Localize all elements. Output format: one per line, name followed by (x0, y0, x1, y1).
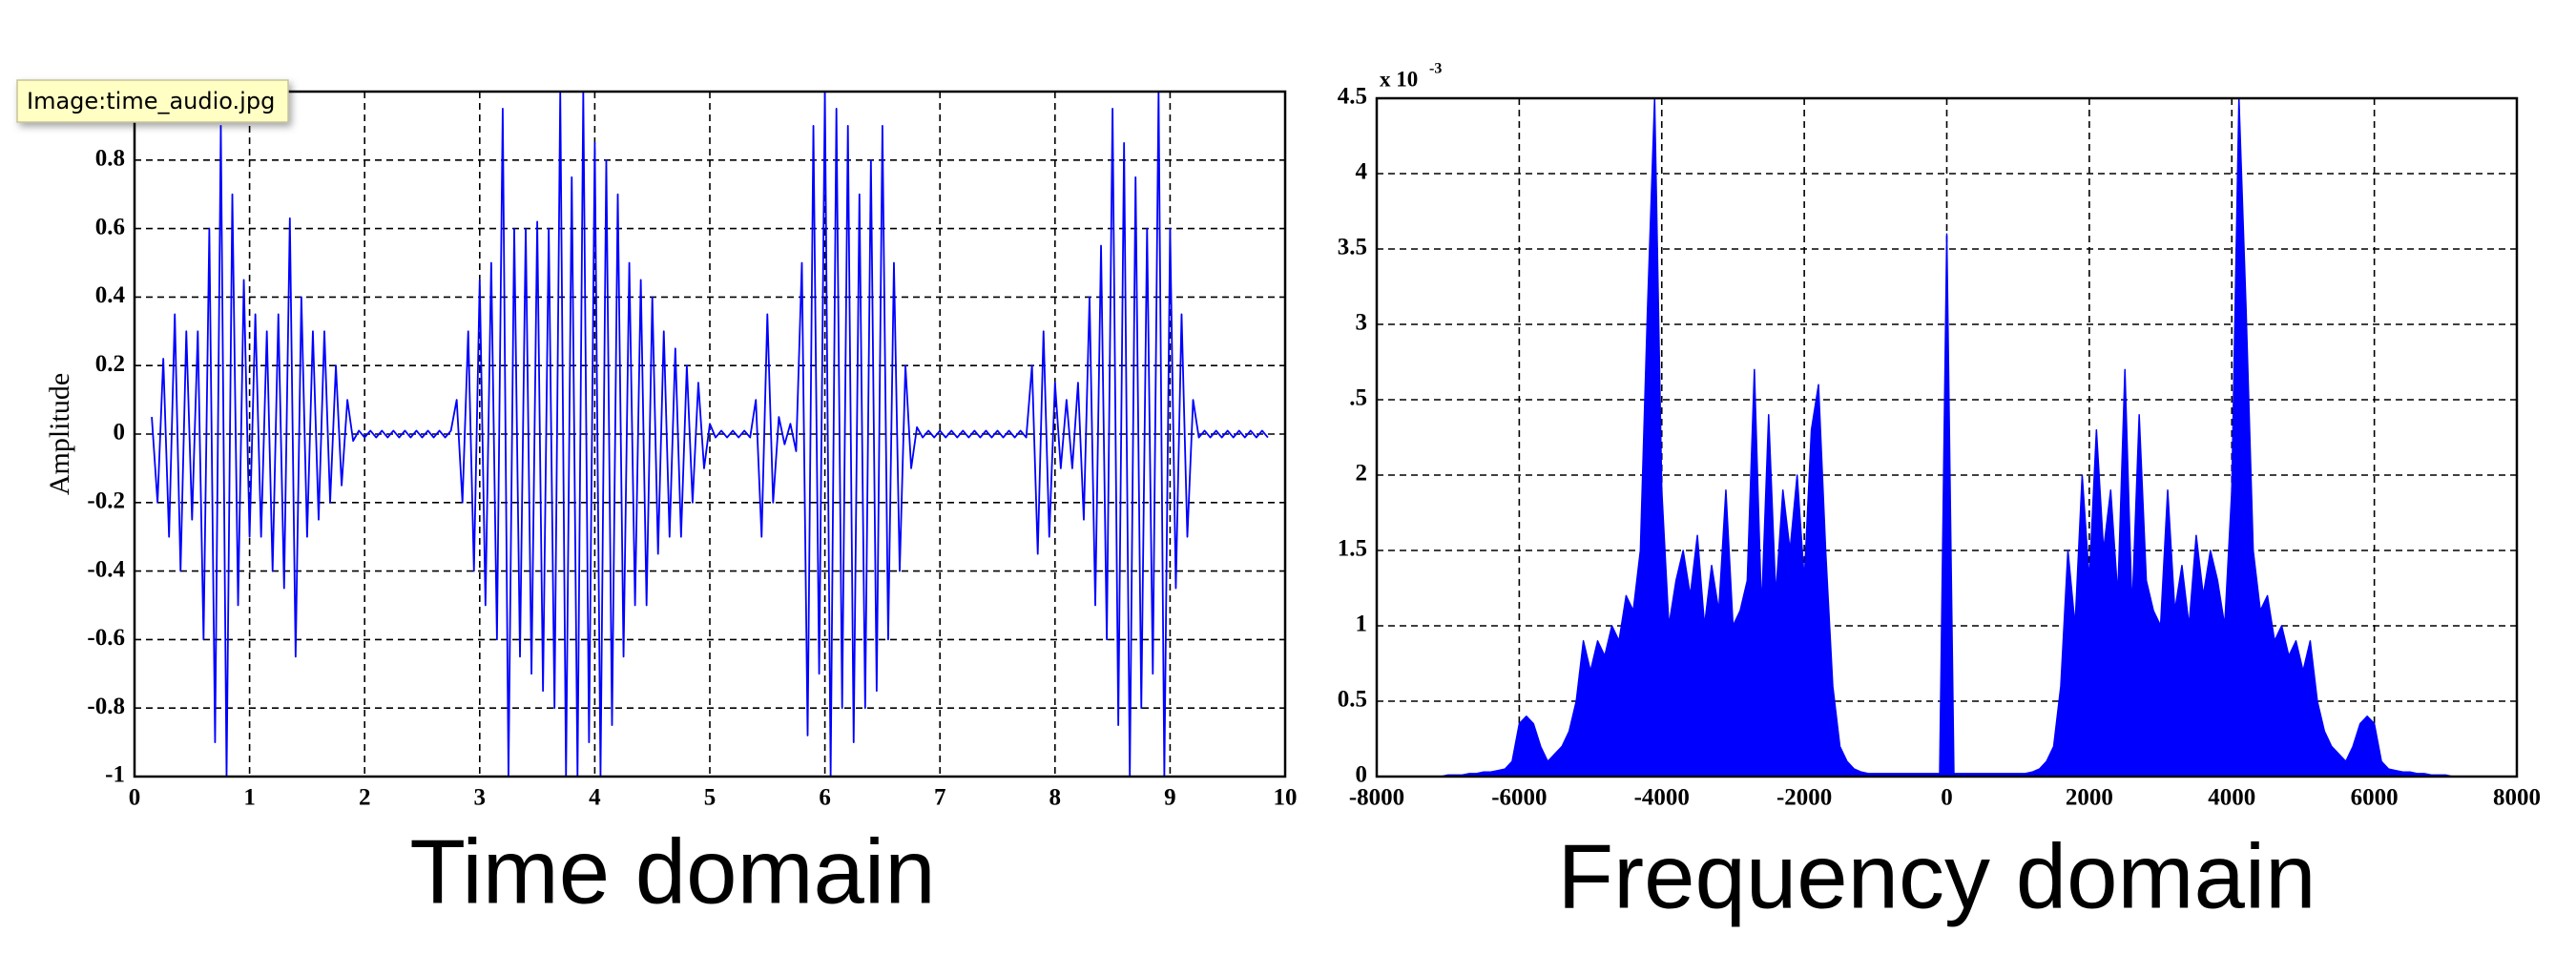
x-tick-label: 8000 (2493, 785, 2541, 811)
y-tick-label: 4.5 (1338, 84, 1367, 110)
y-tick-label: -1 (105, 762, 125, 788)
y-tick-label: -0.8 (87, 694, 125, 719)
y-tick-label: 1.5 (1338, 536, 1367, 562)
y-tick-label: 0.4 (95, 282, 126, 308)
y-tick-label: -0.2 (87, 488, 125, 514)
y-tick-label: 2 (1356, 461, 1368, 487)
chart-caption: Frequency domain (1557, 825, 2316, 927)
x-tick-label: 2000 (2066, 785, 2113, 811)
x-tick-label: 0 (129, 785, 141, 811)
waveform-line (151, 91, 1269, 778)
x-tick-label: 4000 (2208, 785, 2255, 811)
axis-multiplier: x 10 (1380, 67, 1418, 91)
y-tick-label: 0 (114, 420, 126, 446)
x-tick-label: 6000 (2351, 785, 2399, 811)
x-tick-label: -8000 (1349, 785, 1404, 811)
y-tick-label: -0.6 (87, 625, 125, 651)
y-tick-label: -0.4 (87, 556, 125, 582)
x-tick-label: -4000 (1634, 785, 1690, 811)
x-tick-label: 5 (704, 785, 717, 811)
x-tick-label: 4 (589, 785, 601, 811)
x-tick-label: 7 (934, 785, 946, 811)
x-tick-label: 1 (243, 785, 256, 811)
x-tick-label: -6000 (1491, 785, 1547, 811)
y-axis-label: Amplitude (44, 373, 75, 495)
x-tick-label: -2000 (1776, 785, 1832, 811)
y-tick-label: 0.2 (95, 351, 125, 377)
spectrum-area (1376, 97, 2518, 778)
chart-caption: Time domain (409, 820, 935, 923)
plot-frame (133, 90, 1287, 778)
y-tick-label: 0 (1356, 762, 1368, 788)
x-tick-label: 2 (359, 785, 371, 811)
plot-frame (1375, 96, 2519, 778)
y-tick-label: 0.6 (95, 214, 125, 239)
tooltip-text: Image:time_audio.jpg (27, 88, 275, 114)
y-tick-label: 1 (1356, 612, 1368, 637)
y-tick-label: 0.5 (1338, 687, 1367, 713)
y-tick-label: 4 (1356, 159, 1368, 185)
axis-multiplier-exponent: -3 (1429, 61, 1442, 77)
x-tick-label: 8 (1049, 785, 1062, 811)
y-tick-label: 3 (1356, 310, 1368, 336)
x-tick-label: 3 (474, 785, 487, 811)
y-tick-label: 0.8 (95, 146, 125, 172)
x-tick-label: 10 (1274, 785, 1298, 811)
x-tick-label: 6 (819, 785, 831, 811)
y-tick-label: 3.5 (1338, 235, 1367, 260)
x-tick-label: 0 (1941, 785, 1953, 811)
x-tick-label: 9 (1164, 785, 1176, 811)
y-tick-label: .5 (1349, 385, 1367, 411)
tooltip: Image:time_audio.jpg (16, 79, 289, 123)
tooltip-box (16, 79, 289, 123)
